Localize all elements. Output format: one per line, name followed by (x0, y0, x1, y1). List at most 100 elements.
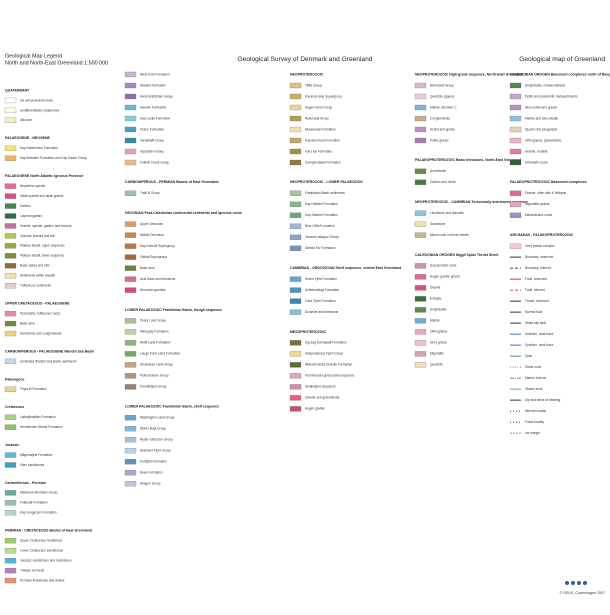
unit-label: Granite, syenite, gabbro and breccia (20, 224, 72, 228)
unit-label: Cass Fjord Formation (305, 299, 336, 303)
unit-label: Kilen sandstones (20, 463, 45, 467)
unit-label: Middle Devonian (140, 233, 164, 237)
unit-swatch (289, 287, 302, 293)
section-heading: PALAEOPROTEROZOIC Basic intrusions, Nort… (415, 158, 521, 162)
unit-label: Antiklinalbugt Formation (305, 288, 339, 292)
unit-swatch (414, 285, 427, 291)
unit-swatch (414, 115, 427, 122)
section-heading: ARCHAEAN - PALAEOPROTEROZOIC (510, 233, 574, 237)
unit-swatch (414, 210, 427, 216)
section-heading: NEOPROTEROZOIC - CAMBRIAN Tectonically i… (415, 200, 528, 204)
unit-swatch (4, 213, 17, 219)
unit-label: Gipsdalen Group (140, 149, 164, 153)
unit-swatch (414, 168, 427, 174)
unit-label: Devonian granites (140, 288, 166, 292)
unit-label: Kochs Fjeld Formation (305, 277, 337, 281)
unit-label: Augen granite gneiss (430, 275, 460, 279)
unit-label: Limestone and dolomite (430, 211, 464, 215)
unit-swatch (124, 104, 137, 111)
unit-label: Pelitic and psammitic metasediments (525, 94, 578, 98)
unit-swatch (289, 406, 302, 412)
unit-swatch (124, 459, 137, 465)
unit-label: Pelitic gneiss (430, 138, 449, 142)
section-heading: UPPER CRETACEOUS - PALAEOGENE (5, 302, 70, 306)
unit-swatch (414, 296, 427, 302)
section-heading: Palaeogene (5, 377, 25, 381)
unit-label: Krummedal supracrustal sequence (305, 374, 354, 378)
unit-swatch (414, 137, 427, 144)
symbol-label: Fault, observed (525, 277, 547, 281)
section-heading: LOWER PALAEOZOIC Franklinian Basin, trou… (125, 308, 222, 312)
unit-label: Granite, often with K-feldspar (525, 191, 567, 195)
unit-swatch (4, 490, 17, 496)
logo (565, 581, 587, 585)
unit-swatch (4, 424, 17, 430)
unit-label: Plateau basalt, lower sequence (20, 254, 65, 258)
section-heading: NEOPROTEROZOIC - LOWER PALAEOZOIC (290, 180, 364, 184)
unit-swatch (509, 115, 522, 122)
unit-swatch (289, 340, 302, 346)
unit-swatch (414, 274, 427, 280)
unit-swatch (124, 437, 137, 443)
unit-label: Lauge Koch Land Formation (140, 352, 180, 356)
unit-label: Volcanic breccia and tuff (20, 234, 55, 238)
unit-label: Quartzite (430, 363, 443, 367)
unit-swatch (289, 126, 302, 133)
unit-label: Schist and gneiss (430, 127, 455, 131)
unit-swatch (289, 82, 302, 89)
section-heading: PALAEOPROTEROZOIC Basement complexes (510, 180, 587, 184)
unit-label: Alkali syenite and alkali granite (20, 194, 64, 198)
unit-swatch (289, 148, 302, 155)
unit-label: Kap Kolthoff Supergroup (140, 244, 175, 248)
unit-label: Mallemuk Mountain Group (20, 491, 58, 495)
unit-label: Kap Holbæk Formation (305, 202, 338, 206)
unit-swatch (414, 104, 427, 111)
unit-swatch (414, 362, 427, 368)
section-heading: CARBONIFEROUS - PERMIAN Basins of East G… (125, 180, 219, 184)
unit-label: Paradisfjeld Group (140, 385, 167, 389)
unit-swatch (509, 159, 522, 166)
unit-label: Ice and perennial snow (20, 98, 53, 102)
unit-swatch (289, 245, 302, 251)
unit-swatch (289, 104, 302, 111)
unit-label: Hans Brattstrøm Group (140, 94, 173, 98)
unit-swatch (289, 373, 302, 379)
unit-label: Mågensfjeld Formation (20, 453, 53, 457)
unit-swatch (4, 233, 17, 239)
unit-swatch (124, 426, 137, 432)
unit-swatch (4, 452, 17, 458)
unit-label: Jurassic sandstones and mudstones (20, 558, 72, 562)
unit-label: Amphibolite (430, 308, 447, 312)
unit-label: Sediments within basalts (20, 274, 55, 278)
unit-swatch (4, 548, 17, 554)
section-heading: NEOPROTEROZOIC High-grade sequence, Nort… (415, 72, 523, 76)
unit-label: Vilddal Supergroup (140, 255, 167, 259)
unit-label: Tavsens Iskappe Group (305, 235, 339, 239)
unit-label: Conglomerate (430, 116, 450, 120)
unit-swatch (289, 384, 302, 390)
unit-label: Pelion Formation (140, 127, 164, 131)
unit-label: Dolomite and limestone (305, 310, 339, 314)
unit-swatch (124, 384, 137, 390)
unit-label: Augen granite (305, 407, 325, 411)
unit-label: Triassic red beds (20, 568, 45, 572)
unit-swatch (124, 340, 137, 346)
unit-swatch (124, 265, 137, 271)
unit-label: Grey gneiss complex (525, 244, 555, 248)
unit-swatch (124, 190, 137, 196)
unit-label: Ryder Gletscher Group (140, 438, 173, 442)
unit-label: Supracrustal rocks (430, 264, 457, 268)
unit-swatch (4, 320, 17, 327)
unit-swatch (124, 318, 137, 324)
unit-label: Midsommersø Dolerite Formation (305, 363, 353, 367)
unit-swatch (509, 104, 522, 111)
unit-swatch (124, 470, 137, 476)
unit-swatch (414, 82, 427, 89)
unit-swatch (124, 373, 137, 379)
unit-swatch (4, 358, 17, 365)
copyright: © GEUS, Copenhagen 2007 (560, 591, 605, 595)
unit-label: Gabbro and norite (430, 180, 456, 184)
unit-label: Portfjeld Formation (140, 460, 167, 464)
unit-swatch (4, 500, 17, 506)
unit-label: Skagen Group (140, 482, 161, 486)
